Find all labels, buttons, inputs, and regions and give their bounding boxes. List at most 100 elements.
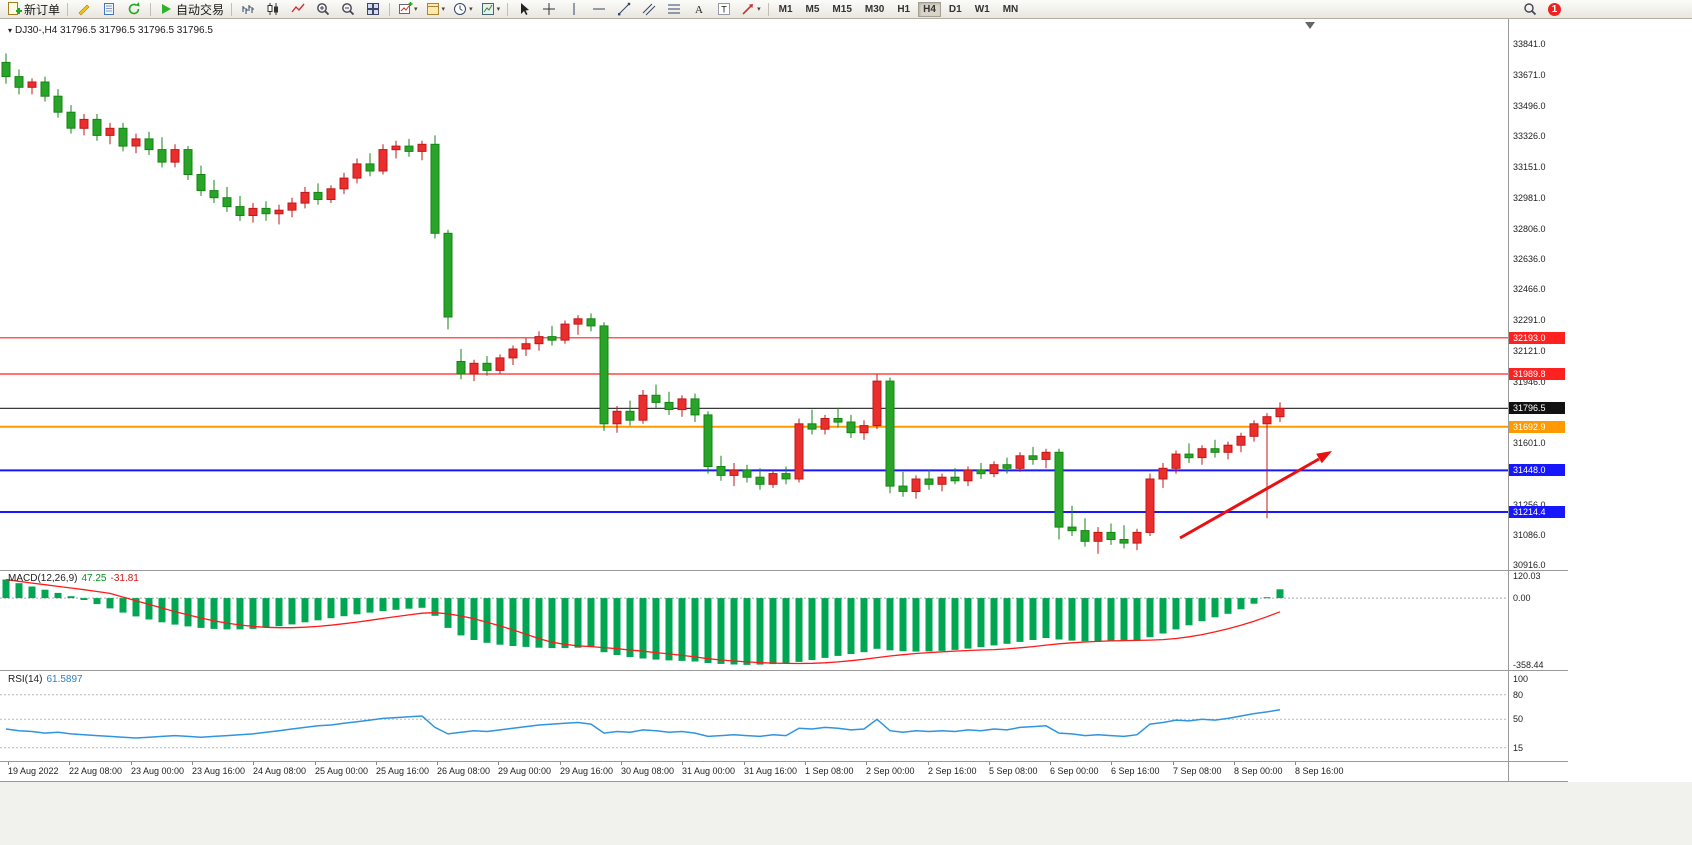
price-axis-label: 32636.0: [1513, 254, 1546, 264]
timeframe-button-m5[interactable]: M5: [805, 3, 820, 15]
price-axis-label: 32466.0: [1513, 284, 1546, 294]
new-order-button-label: 新订单: [24, 2, 61, 17]
new-chart-button[interactable]: ▾: [394, 0, 421, 19]
autotrading-button[interactable]: 自动交易: [155, 0, 227, 19]
profiles-icon: [426, 3, 439, 15]
timeframe-button-mn[interactable]: MN: [1002, 3, 1019, 15]
refresh-icon: [128, 2, 140, 15]
price-axis-label: 32121.0: [1513, 346, 1546, 356]
toolbar-right-icons: 1: [1518, 0, 1561, 19]
timeframe-button-m1[interactable]: M1: [778, 3, 793, 15]
price-axis-label: 30916.0: [1513, 560, 1546, 570]
trend-arrow-annotation[interactable]: [1316, 451, 1332, 464]
refresh-button[interactable]: [122, 0, 146, 19]
print-preview-button[interactable]: [97, 0, 121, 19]
toolbar-separator: [231, 2, 233, 16]
horizontal-line-button[interactable]: [587, 0, 611, 19]
time-axis-label: 6 Sep 16:00: [1111, 766, 1160, 776]
timeframe-button-h4[interactable]: H4: [918, 1, 941, 17]
template-button[interactable]: ▾: [477, 0, 504, 19]
time-tick: [437, 762, 438, 765]
macd-axis-label: 120.03: [1513, 571, 1541, 581]
panel-separator-time: [0, 761, 1568, 762]
workspace-background: [0, 782, 1692, 845]
panel-separator-macd[interactable]: [0, 570, 1568, 571]
time-tick: [1111, 762, 1112, 765]
chart-shift-marker[interactable]: [1305, 22, 1315, 29]
fibo-icon: [668, 4, 681, 14]
rsi-indicator-panel[interactable]: [0, 671, 1508, 768]
time-tick: [192, 762, 193, 765]
vline-icon: [573, 3, 575, 15]
main-chart-svg: [0, 22, 1508, 554]
notification-badge[interactable]: 1: [1548, 2, 1561, 16]
timeframe-button-m15[interactable]: M15: [832, 3, 852, 15]
channel-button[interactable]: [637, 0, 661, 19]
timeframe-button-m30[interactable]: M30: [864, 3, 885, 15]
line-chart-button[interactable]: [286, 0, 310, 19]
time-axis-label: 8 Sep 16:00: [1295, 766, 1344, 776]
fibonacci-button[interactable]: [662, 0, 686, 19]
autotrading-button-label: 自动交易: [176, 2, 225, 17]
page-icon: [104, 3, 115, 15]
timeframe-button-d1[interactable]: D1: [948, 3, 962, 15]
metaeditor-button[interactable]: [72, 0, 96, 19]
timeframe-button-w1[interactable]: W1: [974, 3, 990, 15]
panel-separator-rsi[interactable]: [0, 670, 1568, 671]
doc-plus-icon: [8, 2, 22, 15]
chevron-down-icon[interactable]: ▾: [469, 6, 473, 13]
chevron-down-icon[interactable]: ▾: [441, 6, 446, 13]
time-axis-label: 26 Aug 08:00: [437, 766, 491, 776]
period-button[interactable]: ▾: [449, 0, 476, 19]
search-button[interactable]: [1518, 0, 1542, 19]
timeframe-button-h1[interactable]: H1: [897, 3, 911, 15]
time-tick: [1050, 762, 1051, 765]
price-tag-31214.4: 31214.4: [1509, 506, 1565, 518]
cursor-icon: [521, 3, 530, 15]
time-axis-label: 25 Aug 00:00: [315, 766, 369, 776]
time-axis-label: 31 Aug 16:00: [744, 766, 798, 776]
arrowsym-icon: [742, 4, 754, 15]
time-tick: [989, 762, 990, 765]
macd-indicator-panel[interactable]: [0, 571, 1508, 676]
time-tick: [928, 762, 929, 765]
new-order-button[interactable]: 新订单: [3, 0, 63, 19]
zoom-out-button[interactable]: [336, 0, 360, 19]
chevron-down-icon[interactable]: ▾: [8, 26, 13, 35]
price-tag-31989.8: 31989.8: [1509, 368, 1565, 380]
cursor-button[interactable]: [512, 0, 536, 19]
candlestick-chart[interactable]: [0, 19, 1508, 575]
price-axis-label: 33841.0: [1513, 39, 1546, 49]
time-axis-label: 23 Aug 00:00: [131, 766, 185, 776]
time-axis[interactable]: 19 Aug 2022 22 Aug 08:00 23 Aug 00:00 23 Au…: [0, 762, 1568, 781]
price-tag-31796.5: 31796.5: [1509, 402, 1565, 414]
price-axis-label: 33671.0: [1513, 70, 1546, 80]
candlestick-chart-button[interactable]: [261, 0, 285, 19]
time-tick: [8, 762, 9, 765]
chevron-down-icon[interactable]: ▾: [757, 6, 761, 13]
time-axis-label: 2 Sep 16:00: [928, 766, 977, 776]
time-axis-label: 5 Sep 08:00: [989, 766, 1038, 776]
vertical-line-button[interactable]: [562, 0, 586, 19]
bar-chart-button[interactable]: [236, 0, 260, 19]
price-axis-label: 32806.0: [1513, 224, 1546, 234]
chevron-down-icon[interactable]: ▾: [496, 6, 501, 13]
label-button[interactable]: T: [712, 0, 736, 19]
price-axis-label: 32981.0: [1513, 193, 1546, 203]
time-tick: [1234, 762, 1235, 765]
time-tick: [315, 762, 316, 765]
zoom-in-button[interactable]: [311, 0, 335, 19]
trendline-button[interactable]: [612, 0, 636, 19]
tile-windows-button[interactable]: [361, 0, 385, 19]
chartplus-icon: [399, 2, 413, 14]
rsi-axis-label: 50: [1513, 714, 1524, 724]
chevron-down-icon[interactable]: ▾: [414, 6, 418, 13]
price-axis-divider: [1508, 19, 1509, 781]
text-button[interactable]: A: [687, 0, 711, 19]
cross-icon: [543, 3, 556, 15]
arrows-button[interactable]: ▾: [737, 0, 764, 19]
profiles-button[interactable]: ▾: [422, 0, 449, 19]
time-tick: [866, 762, 867, 765]
crosshair-button[interactable]: [537, 0, 561, 19]
price-axis-label: 33326.0: [1513, 131, 1546, 141]
